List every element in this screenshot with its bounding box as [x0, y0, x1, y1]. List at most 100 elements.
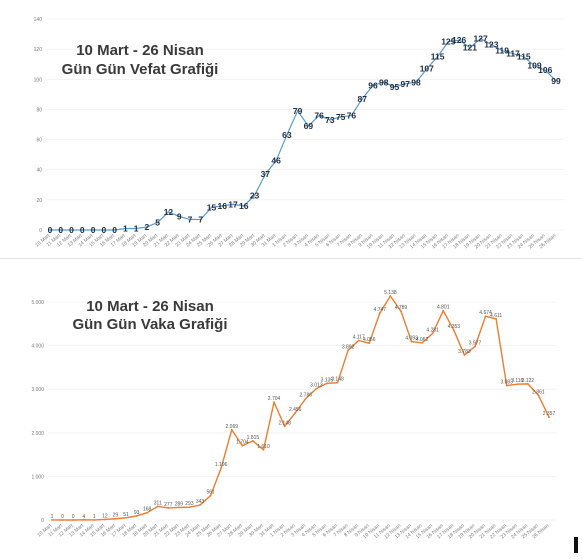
data-label: 277 [164, 502, 173, 508]
data-point [59, 229, 62, 231]
data-point [410, 340, 413, 343]
data-label: 9 [177, 211, 182, 221]
data-label: 95 [390, 82, 400, 92]
data-label: 3.083 [500, 380, 513, 386]
data-label: 4.062 [416, 337, 429, 343]
data-point [70, 229, 73, 231]
y-tick-label: 2.000 [31, 431, 44, 437]
data-label: 37 [261, 169, 271, 179]
data-point [81, 229, 84, 231]
data-point [468, 46, 471, 49]
data-label: 2.069 [226, 424, 239, 430]
y-tick-label: 60 [36, 138, 42, 144]
data-label: 2.786 [300, 393, 313, 399]
data-label: 4.611 [490, 313, 502, 319]
data-label: 0 [69, 225, 74, 235]
data-point [361, 97, 364, 100]
data-point [329, 119, 331, 121]
data-point [474, 345, 476, 348]
data-point [262, 448, 265, 451]
data-label: 289 [175, 501, 184, 507]
data-label: 46 [271, 156, 281, 166]
data-label: 1 [93, 514, 96, 520]
data-point [463, 354, 466, 356]
data-label: 1.815 [247, 435, 260, 441]
data-label: 73 [325, 115, 335, 125]
data-label: 16 [239, 201, 249, 211]
data-point [382, 81, 385, 84]
data-label: 0 [80, 225, 85, 235]
data-label: 343 [196, 499, 205, 505]
data-label: 4.281 [426, 327, 439, 333]
data-point [199, 218, 202, 221]
data-label: 168 [143, 507, 152, 513]
data-point [368, 342, 371, 345]
data-point [372, 84, 374, 87]
data-label: 23 [250, 190, 260, 200]
data-label: 123 [484, 40, 498, 50]
data-label: 98 [379, 77, 389, 87]
data-label: 4.789 [395, 305, 408, 311]
data-label: 1.704 [236, 440, 249, 446]
data-point [49, 229, 51, 231]
data-point [447, 40, 450, 43]
data-label: 0 [58, 225, 63, 235]
data-point [51, 519, 53, 521]
data-point [125, 516, 127, 519]
data-point [156, 221, 159, 224]
data-point [307, 125, 310, 127]
data-point [114, 517, 117, 520]
data-label: 0 [101, 225, 106, 235]
data-point [452, 329, 455, 332]
data-point [350, 114, 353, 117]
data-label: 106 [538, 65, 552, 75]
data-label: 3.122 [522, 378, 535, 384]
data-label: 3.977 [469, 341, 482, 347]
data-point [210, 206, 213, 209]
data-label: 4.353 [448, 324, 461, 330]
data-point [230, 428, 233, 431]
data-label: 121 [463, 43, 477, 53]
data-point [103, 518, 106, 521]
data-label: 16 [218, 201, 228, 211]
data-point [135, 227, 138, 230]
data-label: 0 [48, 225, 53, 235]
data-point [199, 504, 201, 506]
data-point [275, 159, 277, 162]
data-point [501, 49, 504, 52]
data-label: 311 [154, 500, 162, 506]
data-label: 99 [551, 76, 561, 86]
data-label: 97 [401, 79, 411, 89]
data-point [220, 466, 223, 469]
data-label: 561 [206, 490, 215, 496]
data-point [544, 69, 547, 72]
data-label: 0 [112, 225, 117, 235]
data-point [92, 229, 94, 231]
data-point [283, 425, 286, 428]
data-label: 4.801 [437, 305, 450, 311]
data-label: 4.056 [363, 337, 376, 343]
data-label: 1.610 [257, 444, 270, 450]
death-chart-panel: 0 20 40 60 80 100 120 140 10 Mart 11 Mart 12 Mart 1… [0, 0, 582, 259]
data-label: 87 [357, 94, 367, 104]
data-label: 93 [134, 510, 140, 516]
data-point [315, 387, 318, 390]
data-point [82, 518, 85, 521]
data-label: 96 [368, 80, 378, 90]
data-label: 109 [527, 61, 541, 71]
data-point [526, 382, 529, 385]
data-label: 5.138 [384, 290, 397, 296]
data-label: 7 [188, 214, 193, 224]
data-point [167, 507, 170, 509]
y-tick-label: 1.000 [31, 474, 44, 480]
y-tick-label: 40 [36, 168, 42, 174]
data-point [400, 310, 402, 313]
data-point [285, 134, 288, 136]
data-point [484, 315, 487, 318]
data-point [512, 52, 514, 55]
data-point [537, 394, 540, 397]
data-label: 0 [91, 225, 96, 235]
data-point [393, 85, 396, 88]
